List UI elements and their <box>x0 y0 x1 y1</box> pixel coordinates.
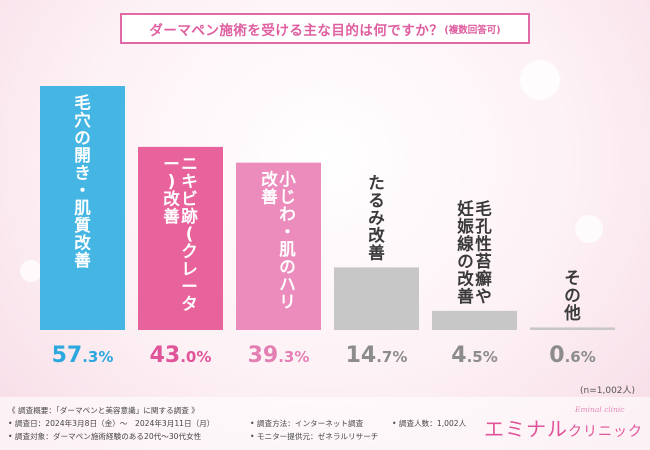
category-label-1: 毛穴の開き・肌質改善 <box>73 93 91 271</box>
bar-1 <box>40 86 125 330</box>
category-label-6: その他 <box>563 268 581 322</box>
sparkle-decoration <box>20 260 42 282</box>
bar-chart: 毛穴の開き・肌質改善 57.3% ニキビ跡(クレーター)改善 43.0% 小じわ・肌のハ… <box>40 86 615 368</box>
sample-size-note: (n=1,002人) <box>580 386 636 396</box>
value-label-4: 14.7% <box>346 343 408 368</box>
bar-6 <box>530 327 615 330</box>
survey-target: • 調査対象：ダーマペン施術経験のある20代～30代女性 <box>8 432 202 441</box>
value-label-1: 57.3% <box>52 343 114 368</box>
category-label-2: ニキビ跡(クレーター)改善 <box>163 154 198 313</box>
logo-script-text: Eminal clinic <box>575 405 625 414</box>
value-label-5: 4.5% <box>451 343 497 368</box>
value-label-2: 43.0% <box>150 343 212 368</box>
bar-3 <box>236 162 321 330</box>
survey-footer: 《 調査概要：「ダーマペンと美容意識」に関する調査 》 • 調査日：2024年3… <box>0 397 650 450</box>
clinic-logo: エミナルクリニック <box>484 413 643 442</box>
value-label-6: 0.6% <box>549 343 595 368</box>
survey-heading: 《 調査概要：「ダーマペンと美容意識」に関する調査 》 <box>8 406 199 415</box>
bar-2 <box>138 146 223 330</box>
chart-title-sub: (複数回答可) <box>444 24 501 36</box>
category-label-3: 小じわ・肌のハリ改善 <box>261 169 296 311</box>
sparkle-decoration <box>575 215 603 243</box>
survey-count: • 調査人数：1,002人 <box>392 419 467 428</box>
bar-4 <box>334 267 419 330</box>
category-label-5: 毛孔性苔癬や妊娠線の改善 <box>457 198 492 306</box>
survey-provider: • モニター提供元：ゼネラルリサーチ <box>250 432 379 441</box>
sparkle-decoration <box>520 60 560 100</box>
survey-method: • 調査方法：インターネット調査 <box>250 419 364 428</box>
logo-small-text: クリニック <box>568 424 643 440</box>
category-label-4: たるみ改善 <box>368 173 385 262</box>
bar-5 <box>432 310 517 330</box>
survey-date: • 調査日：2024年3月8日（金）～ 2024年3月11日（月） <box>8 419 215 428</box>
chart-title: ダーマペン施術を受ける主な目的は何ですか？ (複数回答可) <box>120 13 530 44</box>
value-label-3: 39.3% <box>248 343 310 368</box>
chart-title-main: ダーマペン施術を受ける主な目的は何ですか？ <box>149 22 444 39</box>
logo-main-text: エミナル <box>484 417 568 441</box>
